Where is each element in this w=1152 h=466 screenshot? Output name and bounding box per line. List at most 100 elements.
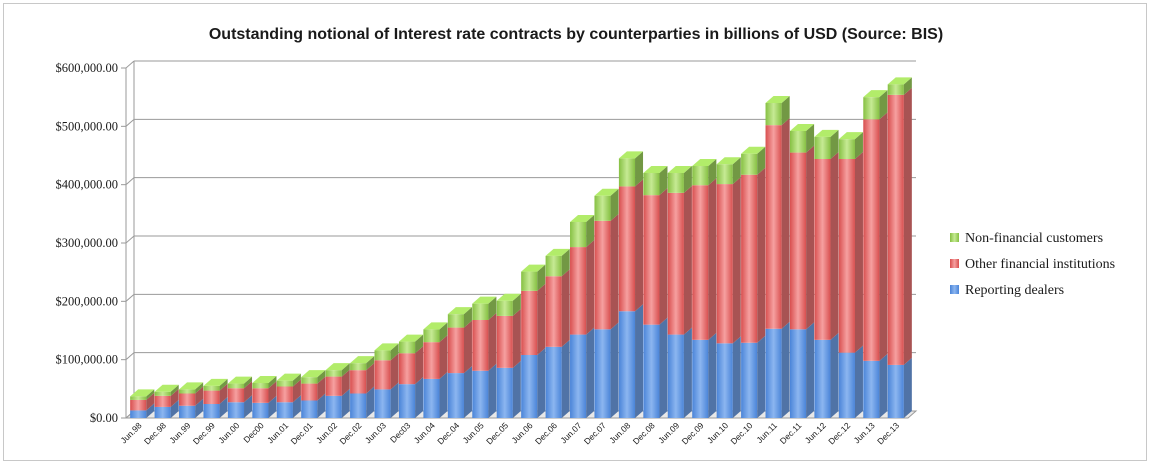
bar-segment xyxy=(398,334,424,354)
bar-side xyxy=(635,151,644,187)
bar-face xyxy=(130,399,147,411)
bar-face xyxy=(692,339,709,418)
bar-side xyxy=(830,152,839,340)
bar-segment xyxy=(863,353,888,418)
bar-top xyxy=(863,90,888,98)
bar-segment xyxy=(838,152,863,353)
bar-segment xyxy=(252,376,277,389)
bar-segment xyxy=(203,378,228,391)
bar-side xyxy=(537,264,546,291)
bar-top xyxy=(276,373,301,381)
bar-face xyxy=(521,290,538,355)
bar-side xyxy=(659,188,668,325)
bar-face xyxy=(716,343,733,418)
legend-label: Reporting dealers xyxy=(965,283,1064,298)
bar-face xyxy=(472,303,489,320)
bar-top xyxy=(423,322,448,330)
bar-segment xyxy=(130,389,155,400)
bar-face xyxy=(423,329,440,343)
bar-side xyxy=(659,166,668,196)
bar-face xyxy=(667,173,684,193)
bar-side xyxy=(903,77,912,95)
x-tick-label: Jun.02 xyxy=(314,420,339,445)
bar-face xyxy=(887,364,904,418)
bar-side xyxy=(341,388,350,418)
bar-side xyxy=(903,357,912,418)
bar-side xyxy=(879,353,888,418)
bar-segment xyxy=(570,215,595,248)
bar-top xyxy=(130,389,155,397)
bar-segment xyxy=(154,399,179,418)
bar-top xyxy=(179,382,204,390)
bar-segment xyxy=(521,264,546,291)
bar-side xyxy=(659,317,668,418)
x-tick-label: Dec.99 xyxy=(191,420,217,446)
bar-segment xyxy=(521,283,546,355)
bar-side xyxy=(390,353,399,390)
bar-side xyxy=(488,313,497,371)
bar-segment xyxy=(203,383,228,404)
bar-face xyxy=(276,386,293,403)
bar-face xyxy=(252,383,269,389)
gridline-depth xyxy=(125,293,135,302)
bar-side xyxy=(610,322,619,418)
bar-face xyxy=(179,405,196,418)
bar-face xyxy=(398,353,416,385)
bar-segment xyxy=(325,363,350,377)
bar-face xyxy=(618,311,636,418)
bar-face xyxy=(179,389,196,394)
bar-face xyxy=(594,220,611,330)
bar-segment xyxy=(472,313,497,371)
bar-face xyxy=(252,388,269,403)
bar-side xyxy=(268,381,277,403)
bar-face xyxy=(545,255,562,277)
bar-face xyxy=(814,136,831,159)
bar-side xyxy=(317,370,326,384)
bar-side xyxy=(317,376,326,401)
bar-segment xyxy=(227,376,253,389)
bar-face xyxy=(814,159,831,340)
bar-side xyxy=(170,388,179,407)
bar-face xyxy=(472,370,489,418)
bar-side xyxy=(292,379,301,403)
bar-side xyxy=(390,382,399,418)
bar-side xyxy=(439,335,448,379)
legend-item: Reporting dealers xyxy=(950,283,1064,298)
x-tick-label: Dec.10 xyxy=(728,420,754,446)
bar-face xyxy=(496,315,513,368)
bar-segment xyxy=(398,377,424,418)
x-tick-label: Dec.06 xyxy=(533,420,559,446)
bar-face xyxy=(765,103,782,126)
bar-face xyxy=(594,195,611,221)
bar-face xyxy=(618,186,636,312)
bar-segment xyxy=(667,185,692,335)
bar-face xyxy=(570,334,587,418)
bar-top xyxy=(741,146,766,154)
bar-side xyxy=(830,129,839,159)
bar-face xyxy=(741,174,758,343)
x-tick-label: Jun.12 xyxy=(803,420,828,445)
bar-segment xyxy=(350,386,375,418)
bar-side xyxy=(561,269,570,347)
bar-side xyxy=(732,336,741,418)
bar-segment xyxy=(276,395,301,418)
bar-segment xyxy=(423,335,448,379)
bar-face xyxy=(521,355,538,418)
bar-face xyxy=(227,402,245,418)
bar-top xyxy=(472,296,497,304)
chart-canvas: $0.00 $100,000.00 $200,000.00 $300,000.00 $4… xyxy=(56,60,1115,446)
bar-face xyxy=(325,376,342,396)
bar-side xyxy=(195,398,204,418)
y-tick-label: $100,000.00 xyxy=(56,353,119,367)
bar-segment xyxy=(398,346,424,385)
bar-side xyxy=(463,366,472,418)
bar-side xyxy=(366,356,375,371)
bar-segment xyxy=(325,369,350,396)
bar-face xyxy=(252,402,269,418)
bar-segment xyxy=(692,159,717,186)
bar-face xyxy=(887,84,904,95)
bar-segment xyxy=(643,166,668,196)
bar-top xyxy=(447,307,472,315)
bar-top xyxy=(570,215,595,222)
gridline-depth xyxy=(125,352,135,361)
